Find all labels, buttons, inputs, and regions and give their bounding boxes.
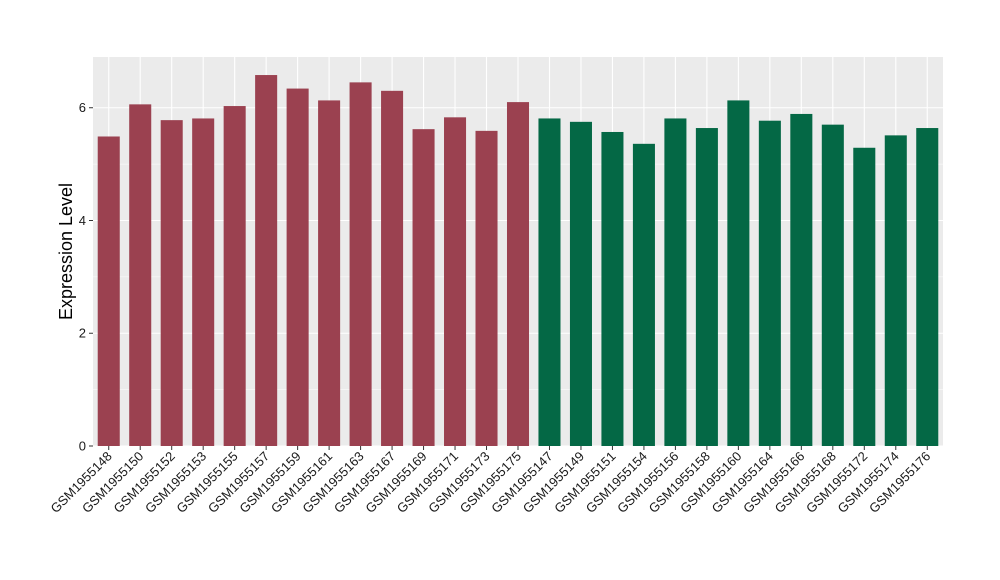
bar-GSM1955174	[884, 135, 907, 446]
bar-GSM1955160	[727, 100, 750, 446]
bar-GSM1955163	[349, 82, 372, 446]
bar-GSM1955169	[412, 129, 435, 446]
bar-GSM1955173	[475, 130, 498, 446]
bar-GSM1955167	[381, 90, 404, 447]
bar-GSM1955164	[758, 120, 781, 446]
bar-GSM1955168	[821, 124, 844, 447]
bar-GSM1955150	[129, 104, 152, 447]
y-tick-label: 2	[79, 326, 86, 341]
bar-GSM1955155	[223, 106, 246, 447]
y-tick-label: 0	[79, 439, 86, 454]
y-tick-label: 6	[79, 100, 86, 115]
bar-GSM1955172	[853, 147, 876, 446]
bar-GSM1955147	[538, 118, 561, 447]
bar-GSM1955151	[601, 131, 624, 447]
bar-GSM1955157	[255, 75, 278, 446]
y-axis-title: Expression Level	[56, 183, 76, 320]
bar-GSM1955159	[286, 88, 309, 446]
bar-GSM1955176	[916, 128, 939, 446]
bar-GSM1955149	[569, 121, 592, 446]
bars	[97, 75, 939, 447]
bar-GSM1955171	[444, 117, 467, 447]
bar-GSM1955152	[160, 120, 183, 446]
y-tick-label: 4	[79, 213, 86, 228]
bar-GSM1955156	[664, 118, 687, 447]
bar-GSM1955161	[318, 100, 341, 446]
bar-GSM1955154	[632, 143, 655, 446]
bar-GSM1955166	[790, 113, 813, 446]
bar-GSM1955175	[506, 102, 530, 447]
bar-GSM1955148	[97, 136, 120, 446]
bar-GSM1955158	[695, 128, 718, 446]
bar-GSM1955153	[192, 118, 215, 447]
